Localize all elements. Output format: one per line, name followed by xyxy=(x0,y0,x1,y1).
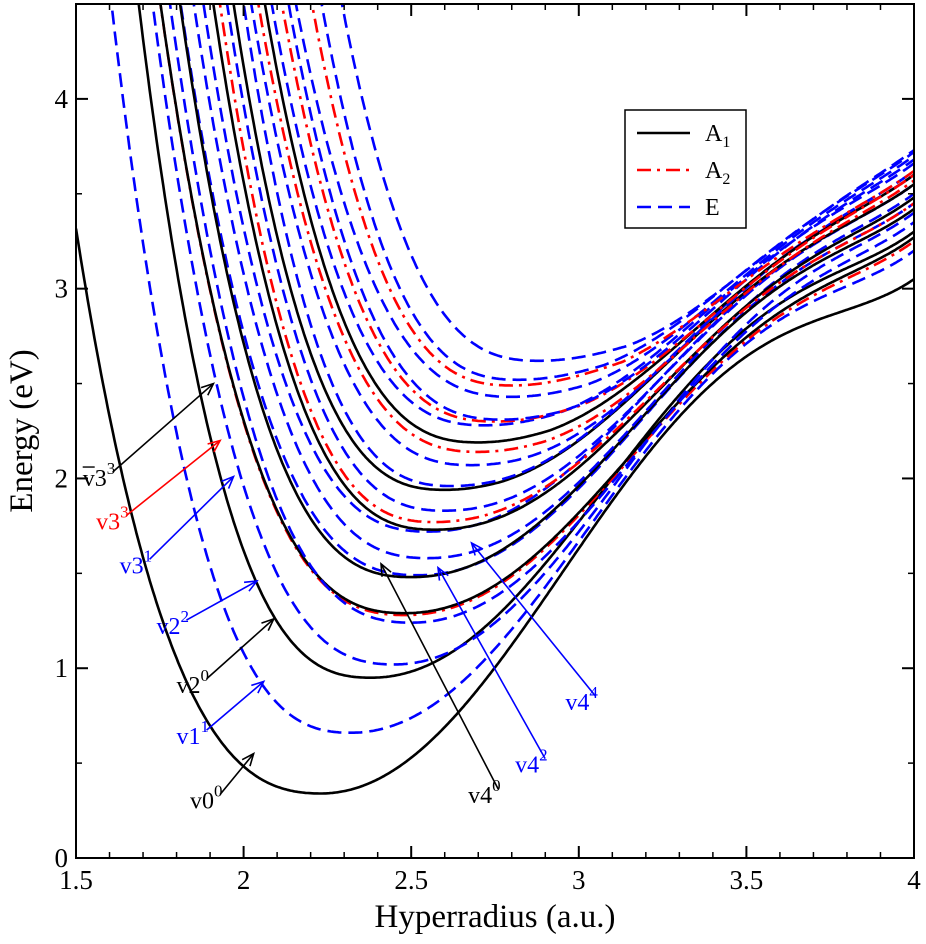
annotation-superscript: 1 xyxy=(201,717,210,736)
axis-ticks-group: 1.5 2 2.5 3 3.5 4 0 1 2 3 4 xyxy=(55,4,921,895)
curve-e-2 xyxy=(110,4,914,735)
curve-a1-3 xyxy=(137,4,914,680)
curve-a1-6 xyxy=(159,4,914,615)
x-tick-label: 2 xyxy=(237,865,251,895)
annotation-superscript: 4 xyxy=(589,683,598,702)
annotation-arrow-head xyxy=(200,382,215,396)
x-tick-label: 3.5 xyxy=(730,865,764,895)
annotation-superscript: 0 xyxy=(214,782,223,801)
legend-subscript: 2 xyxy=(722,171,730,188)
curves-group xyxy=(76,4,914,795)
annotation-label-v4-4: v44 xyxy=(565,683,598,716)
annotation-label-v4-0: v40 xyxy=(468,776,501,809)
annotation-arrow-head xyxy=(470,541,484,556)
annotation-label-v4-2: v42 xyxy=(515,746,548,779)
curve-e-10 xyxy=(192,4,914,560)
legend-label-e: E xyxy=(705,195,720,221)
annotation-label-v0-0: v00 xyxy=(190,782,223,815)
annotation-superscript: 3 xyxy=(120,503,129,522)
annotation-arrow-head xyxy=(243,579,259,592)
curve-a1-9 xyxy=(178,4,914,579)
annotation-arrow-line xyxy=(206,618,275,680)
annotation-arrow-head xyxy=(221,475,236,489)
curve-a1-19 xyxy=(263,4,914,444)
annotation-superscript: 3 xyxy=(107,459,116,478)
y-tick-label: 4 xyxy=(55,84,69,114)
curve-e-11 xyxy=(202,4,914,533)
y-tick-label: 1 xyxy=(55,653,69,683)
annotation-arrow-line xyxy=(219,753,255,796)
plot-frame xyxy=(75,3,915,859)
curve-e-16 xyxy=(242,4,914,488)
annotation-arrow-line xyxy=(149,475,235,560)
annotation-arrow-line xyxy=(125,439,221,517)
annotation-label-v3-3: v33 xyxy=(96,503,129,536)
x-tick-label: 3 xyxy=(572,865,586,895)
curve-a2-13 xyxy=(218,4,914,524)
legend-label-a2: A2 xyxy=(705,158,730,188)
annotation-arrow-head xyxy=(207,439,222,453)
annotation-arrow-line xyxy=(186,580,258,621)
legend-label-a1: A1 xyxy=(705,121,730,151)
curve-e-26 xyxy=(340,4,914,363)
x-axis-label: Hyperradius (a.u.) xyxy=(375,899,616,935)
x-tick-label: 2.5 xyxy=(394,865,428,895)
annotation-label-v2-2: v22 xyxy=(156,607,189,640)
annotation-arrow-head xyxy=(261,617,276,631)
annotation-superscript: 0 xyxy=(201,666,210,685)
curve-e-14 xyxy=(225,4,914,513)
curve-a2-21 xyxy=(280,4,914,423)
y-tick-label: 0 xyxy=(55,843,69,873)
annotation-label-v3-3: v33 xyxy=(83,459,116,492)
curve-a2-18 xyxy=(257,4,914,454)
curve-a1-1 xyxy=(76,228,914,795)
legend-subscript: 1 xyxy=(722,134,730,151)
curve-a1-12 xyxy=(212,4,914,532)
y-tick-label: 2 xyxy=(55,463,69,493)
x-tick-label: 4 xyxy=(907,865,921,895)
curve-e-7 xyxy=(168,4,914,625)
annotation-arrow-line xyxy=(380,563,499,790)
annotation-superscript: 1 xyxy=(144,546,153,565)
annotation-arrow-head xyxy=(380,562,392,577)
annotation-arrow-line xyxy=(437,567,546,759)
curve-e-22 xyxy=(287,4,914,421)
annotation-arrow-line xyxy=(112,382,214,473)
curve-e-23 xyxy=(294,4,914,399)
annotation-superscript: 2 xyxy=(180,607,189,626)
annotation-arrow-head xyxy=(251,680,266,694)
x-tick-label: 1.5 xyxy=(59,865,93,895)
y-axis-label: Energy (eV) xyxy=(4,349,40,512)
annotation-arrow-head xyxy=(241,752,255,767)
annotation-arrow-head xyxy=(437,565,449,581)
annotation-arrow-line xyxy=(470,542,597,697)
curve-e-4 xyxy=(151,4,914,666)
curve-e-20 xyxy=(270,4,914,427)
annotation-label-v1-1: v11 xyxy=(177,717,210,750)
curve-a2-24 xyxy=(310,4,914,387)
y-tick-label: 3 xyxy=(55,274,69,304)
legend: A1 A2 E xyxy=(624,109,747,229)
annotation-arrow-line xyxy=(206,680,265,731)
